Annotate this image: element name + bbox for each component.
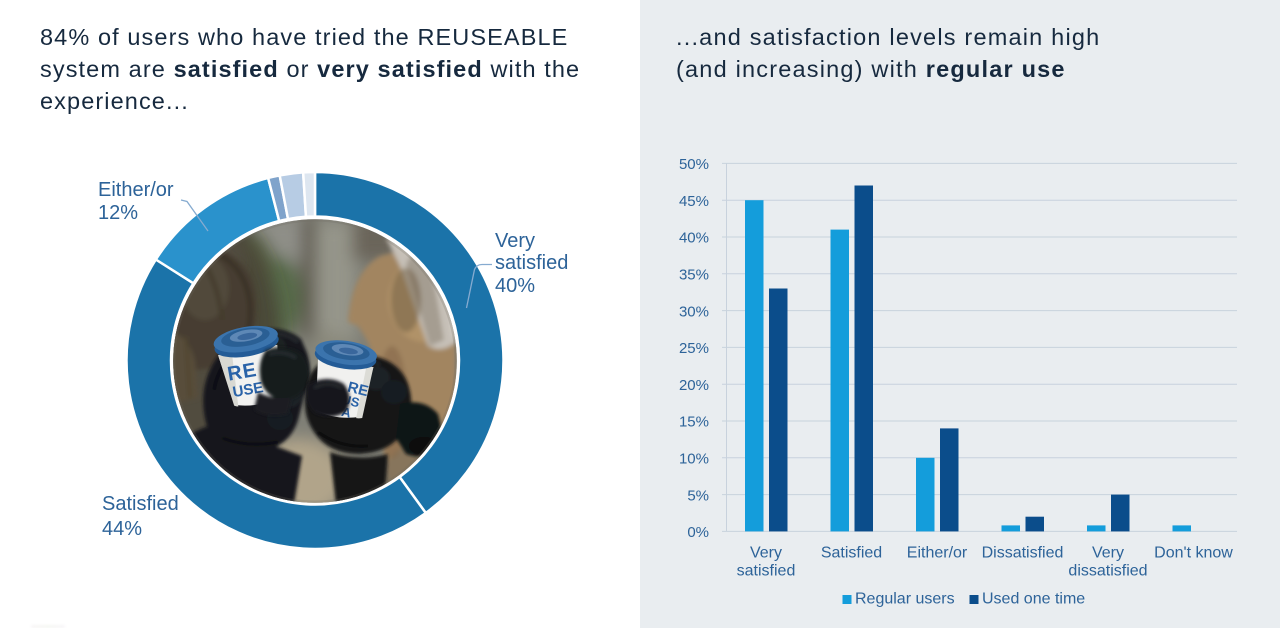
svg-text:Dissatisfied: Dissatisfied: [982, 545, 1064, 562]
svg-text:satisfied: satisfied: [737, 563, 796, 580]
svg-text:25%: 25%: [679, 340, 709, 357]
svg-text:RE: RE: [226, 359, 259, 386]
svg-text:5%: 5%: [687, 487, 709, 504]
svg-text:40%: 40%: [679, 230, 709, 247]
svg-text:35%: 35%: [679, 267, 709, 284]
svg-text:0%: 0%: [687, 524, 709, 541]
svg-text:10%: 10%: [679, 451, 709, 468]
svg-text:Used one time: Used one time: [982, 591, 1085, 608]
svg-text:Don't know: Don't know: [1154, 545, 1233, 562]
svg-text:Either/or: Either/or: [907, 545, 968, 562]
svg-text:20%: 20%: [679, 377, 709, 394]
svg-text:30%: 30%: [679, 303, 709, 320]
svg-text:45%: 45%: [679, 193, 709, 210]
svg-text:dissatisfied: dissatisfied: [1068, 563, 1147, 580]
svg-text:Very: Very: [1092, 545, 1124, 562]
svg-text:50%: 50%: [679, 156, 709, 173]
svg-text:Very: Very: [750, 545, 782, 562]
svg-text:USE: USE: [231, 379, 264, 401]
svg-text:Satisfied: Satisfied: [821, 545, 882, 562]
svg-text:RE: RE: [346, 379, 370, 401]
svg-text:15%: 15%: [679, 414, 709, 431]
svg-text:Regular users: Regular users: [855, 591, 955, 608]
